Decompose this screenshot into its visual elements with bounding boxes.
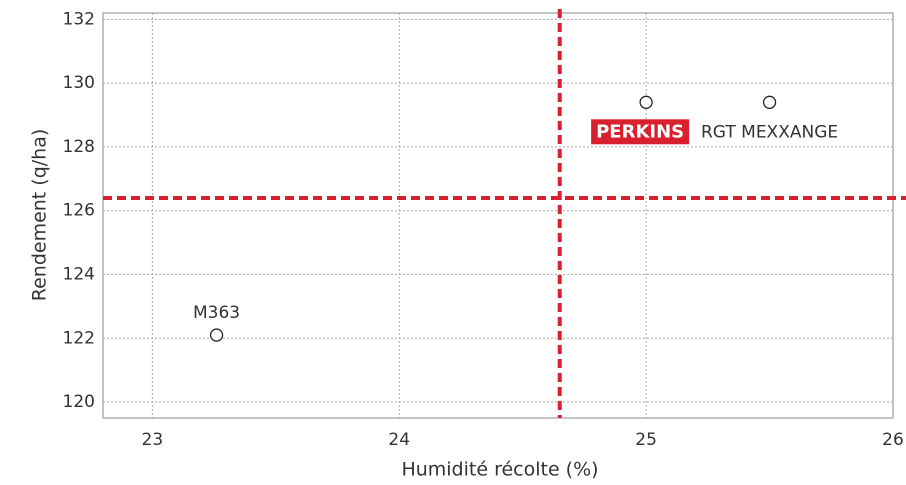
x-axis-label: Humidité récolte (%) [401,459,598,481]
y-tick-label: 128 [63,137,95,157]
point [762,95,777,109]
x-tick-label: 23 [142,430,164,450]
point [639,95,653,109]
y-tick-label: 126 [63,201,95,221]
point [209,328,224,342]
y-tick-label: 124 [63,264,95,284]
point-label: RGT MEXXANGE [701,122,838,142]
y-tick-label: 130 [63,73,95,93]
x-tick-label: 25 [635,430,657,450]
label-highlight [591,119,690,145]
y-tick-label: 122 [63,328,95,348]
y-tick-label: 132 [63,9,95,29]
x-tick-label: 26 [882,430,904,450]
x-tick-label: 24 [388,430,410,450]
point-label: PERKINS [596,121,684,142]
y-axis-label: Rendement (q/ha) [29,129,51,302]
point-label: M363 [193,303,240,323]
y-tick-label: 120 [63,392,95,412]
plot-frame [102,12,894,419]
